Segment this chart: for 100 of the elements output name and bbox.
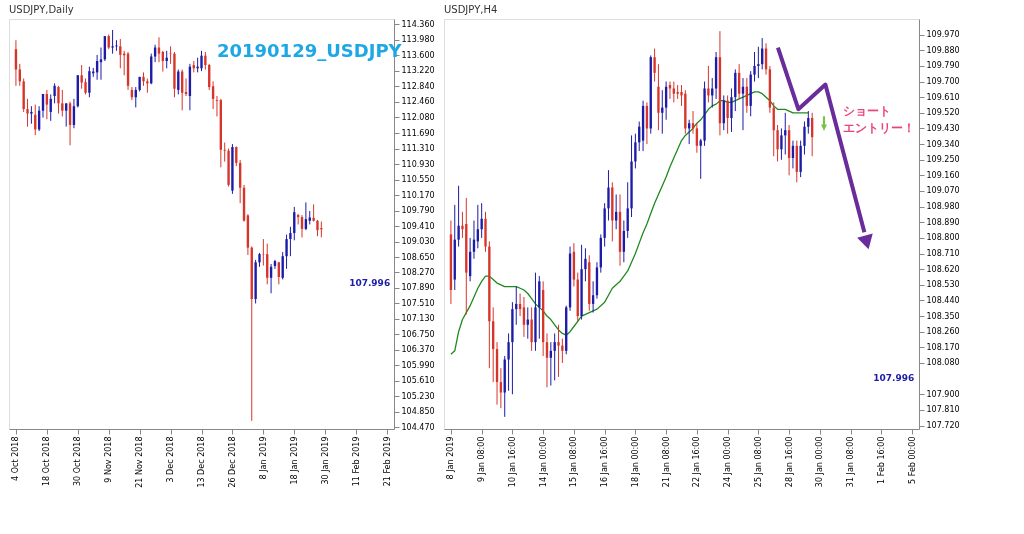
y-tick-label: 107.900: [926, 389, 960, 399]
y-tick-label: 109.250: [926, 155, 960, 165]
y-tick-label: 112.080: [401, 112, 435, 122]
y-tick-label: 109.070: [926, 186, 960, 196]
y-tick-label: 105.230: [401, 391, 435, 401]
candlestick: [215, 95, 219, 117]
y-tick-label: 108.800: [926, 233, 960, 243]
y-tick-label: 109.430: [926, 123, 960, 133]
candlestick: [480, 202, 483, 239]
y-tick-label: 109.790: [926, 61, 960, 71]
x-tick-label: 30 Jan 2019: [320, 436, 330, 485]
candlestick: [780, 127, 783, 161]
candlestick: [807, 110, 810, 135]
x-tick-label: 18 Jan 00:00: [630, 436, 640, 488]
y-tick-label: 105.610: [401, 376, 435, 386]
candlestick: [672, 81, 675, 103]
y-tick-label: 107.510: [401, 298, 435, 308]
candlestick: [65, 102, 68, 128]
y-tick-label: 113.600: [401, 50, 435, 60]
y-tick-label: 110.170: [401, 190, 435, 200]
candlestick: [726, 94, 729, 135]
candlestick: [757, 46, 760, 79]
candlestick: [457, 185, 460, 248]
annotation: 107.996: [873, 372, 915, 383]
y-tick-label: 114.360: [401, 19, 435, 29]
candlestick: [634, 133, 637, 169]
y-tick-label: 110.550: [401, 175, 435, 185]
x-tick-label: 30 Jan 00:00: [815, 436, 825, 488]
y-tick-label: 109.610: [926, 92, 960, 102]
x-tick-label: 28 Jan 16:00: [784, 436, 794, 488]
chart-title: USDJPY,Daily: [9, 4, 74, 15]
candlestick: [530, 306, 533, 352]
candlestick: [61, 89, 64, 117]
y-tick-label: 106.750: [401, 329, 435, 339]
y-tick-label: 107.130: [401, 314, 435, 324]
candlestick: [285, 234, 288, 270]
y-tick-label: 110.930: [401, 159, 435, 169]
x-tick-label: 21 Nov 2018: [135, 436, 145, 488]
x-tick-label: 10 Jan 16:00: [507, 436, 517, 488]
y-tick-label: 108.890: [926, 217, 960, 227]
y-tick-label: 109.970: [926, 30, 960, 40]
candlestick: [223, 141, 226, 163]
candlestick: [26, 98, 29, 128]
y-tick-label: 112.460: [401, 97, 435, 107]
x-tick-label: 30 Oct 2018: [73, 436, 83, 486]
annotation: 107.996: [349, 278, 391, 289]
y-tick-label: 109.030: [401, 237, 435, 247]
y-tick-label: 104.470: [401, 422, 435, 432]
y-tick-label: 108.650: [401, 252, 435, 262]
candlestick: [289, 226, 292, 257]
x-tick-label: 1 Feb 16:00: [876, 436, 886, 484]
x-tick-label: 3 Dec 2018: [166, 436, 176, 483]
x-tick-label: 15 Jan 08:00: [569, 436, 579, 488]
candlestick: [507, 332, 510, 392]
y-tick-label: 105.990: [401, 360, 435, 370]
candlestick: [561, 338, 564, 364]
y-tick-label: 112.840: [401, 81, 435, 91]
candlestick: [753, 51, 756, 83]
y-tick-label: 104.850: [401, 407, 435, 417]
x-tick-label: 21 Jan 08:00: [661, 436, 671, 488]
y-tick-label: 109.410: [401, 221, 435, 231]
x-tick-label: 31 Jan 08:00: [846, 436, 856, 488]
candlestick: [111, 29, 114, 55]
y-tick-label: 113.980: [401, 35, 435, 45]
x-tick-label: 9 Nov 2018: [104, 436, 114, 483]
y-tick-label: 108.620: [926, 264, 960, 274]
y-tick-label: 109.790: [401, 206, 435, 216]
y-tick-label: 111.690: [401, 128, 435, 138]
y-tick-label: 108.170: [926, 342, 960, 352]
x-tick-label: 18 Oct 2018: [42, 436, 52, 486]
candlestick: [607, 169, 610, 222]
x-tick-label: 9 Jan 08:00: [477, 436, 487, 483]
candlestick: [53, 82, 56, 104]
candlestick: [557, 324, 560, 378]
y-tick-label: 108.440: [926, 295, 960, 305]
x-tick-label: 8 Jan 2019: [258, 436, 268, 480]
y-tick-label: 107.810: [926, 405, 960, 415]
annotation: ショート: [843, 104, 891, 119]
candlestick: [119, 38, 122, 69]
x-tick-label: 5 Feb 00:00: [907, 436, 917, 484]
x-tick-label: 16 Jan 16:00: [600, 436, 610, 488]
x-tick-label: 8 Jan 2019: [446, 436, 456, 480]
candlestick: [584, 247, 587, 282]
x-tick-label: 13 Dec 2018: [197, 436, 206, 488]
y-tick-label: 107.890: [401, 283, 435, 293]
x-tick-label: 26 Dec 2018: [227, 436, 237, 488]
candlestick: [57, 85, 60, 115]
candlestick: [803, 121, 806, 156]
x-tick-label: 14 Jan 00:00: [538, 436, 548, 488]
x-tick-label: 18 Jan 2019: [289, 436, 299, 485]
candlestick: [115, 39, 118, 52]
y-tick-label: 108.980: [926, 202, 960, 212]
annotation: 20190129_USDJPY: [216, 39, 403, 61]
y-tick-label: 109.880: [926, 45, 960, 55]
y-tick-label: 108.080: [926, 358, 960, 368]
y-tick-label: 109.340: [926, 139, 960, 149]
y-tick-label: 111.310: [401, 144, 435, 154]
y-tick-label: 108.270: [401, 268, 435, 277]
x-tick-label: 22 Jan 16:00: [692, 436, 702, 488]
y-tick-label: 106.370: [401, 345, 435, 355]
